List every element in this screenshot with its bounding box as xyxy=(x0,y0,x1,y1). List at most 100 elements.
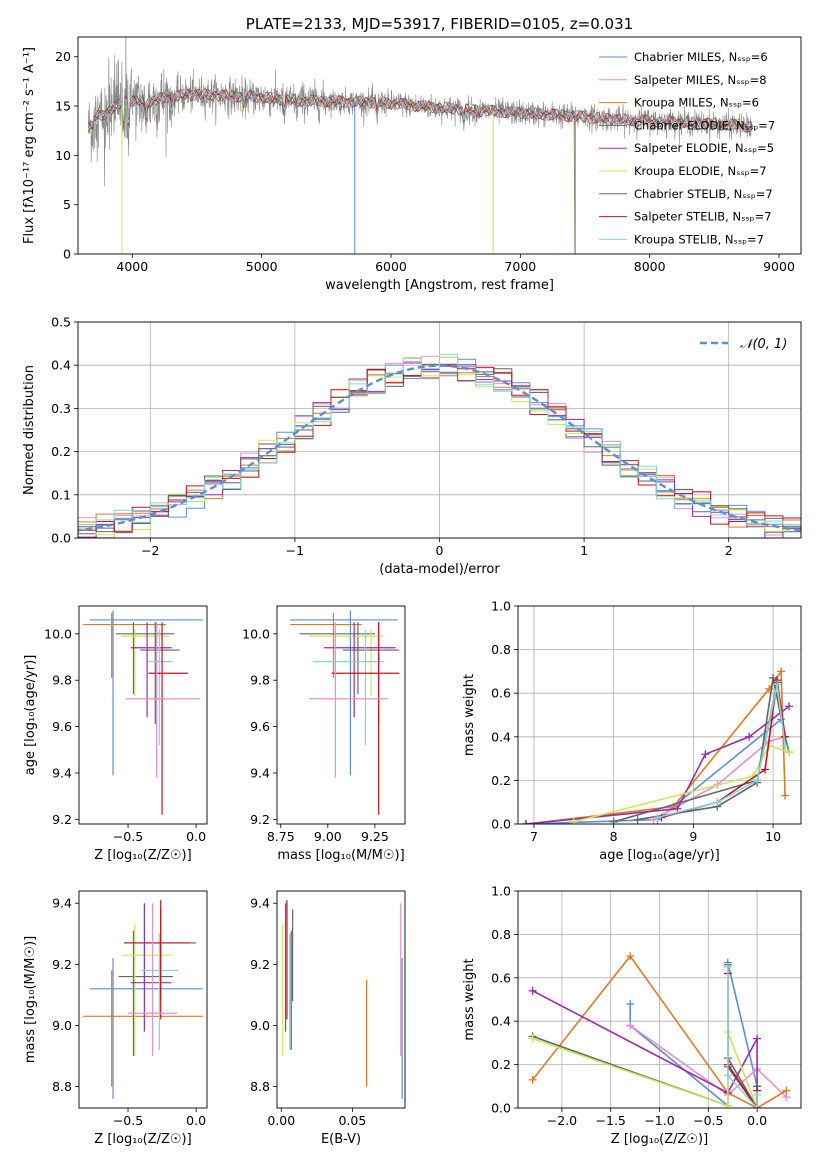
y-tick-label: 0.0 xyxy=(491,1101,511,1116)
mass-weight-point xyxy=(723,1071,732,1080)
age_vs_mass-axes: 8.75 9.00 9.25 9.2 9.4 9.6 9.8 10.0 mass [log₁₀(… xyxy=(242,605,406,863)
mass-weight-point xyxy=(626,1021,635,1030)
y-axis-label: Flux [fλ10⁻¹⁷ erg cm⁻² s⁻¹ A⁻¹] xyxy=(22,47,37,244)
mass-weight-point xyxy=(753,776,762,785)
y-tick-label: 0.5 xyxy=(51,315,71,330)
mass-weight-point xyxy=(745,732,754,741)
y-axis-label: Normed distribution xyxy=(22,365,37,495)
y-tick-label: 9.4 xyxy=(52,896,72,911)
axes-frame xyxy=(78,890,208,1109)
axes-frame xyxy=(77,321,802,539)
legend-label: 𝒩(0, 1) xyxy=(740,337,787,352)
mass-weight-point xyxy=(723,1101,732,1108)
y-tick-label: 0 xyxy=(63,247,71,262)
axes-frame xyxy=(77,36,802,255)
x-tick-label: 0.0 xyxy=(186,1113,206,1128)
y-tick-label: 15 xyxy=(55,99,71,114)
y-tick-label: 0.6 xyxy=(491,686,511,701)
y-tick-label: 9.0 xyxy=(52,1018,72,1033)
y-tick-label: 9.2 xyxy=(52,812,72,827)
residuals-legend: 𝒩(0, 1) xyxy=(700,337,787,352)
y-tick-label: 9.0 xyxy=(250,1018,270,1033)
legend-label: Kroupa ELODIE, Nₛₛₚ=7 xyxy=(634,164,767,178)
legend-label: Kroupa MILES, Nₛₛₚ=6 xyxy=(634,96,759,110)
x-tick-label: 0.0 xyxy=(747,1113,767,1128)
x-tick-label: 5000 xyxy=(246,259,278,274)
x-axis-label: Z [log₁₀(Z/Z☉)] xyxy=(611,1132,708,1147)
y-tick-label: 0.8 xyxy=(491,927,511,942)
axes-frame xyxy=(276,890,406,1109)
x-tick-label: 1 xyxy=(580,543,588,558)
mass-weight-point xyxy=(653,813,662,822)
mass-weight-point xyxy=(626,999,635,1008)
mass_weight_vs_Z-plot-area xyxy=(528,952,791,1108)
mass-weight-point xyxy=(753,1034,762,1043)
x-axis-label: wavelength [Angstrom, rest frame] xyxy=(325,278,554,293)
y-tick-label: 10.0 xyxy=(44,626,72,641)
normal-pdf-curve xyxy=(78,364,801,532)
legend-label: Salpeter MILES, Nₛₛₚ=8 xyxy=(634,73,767,87)
mass_vs_ebv-plot-area xyxy=(282,900,403,1099)
y-tick-label: 0.4 xyxy=(51,358,71,373)
mass-weight-point xyxy=(723,962,732,971)
mass-weight-point xyxy=(773,680,782,689)
y-tick-label: 9.2 xyxy=(250,812,270,827)
age_vs_mass-plot-area xyxy=(290,610,400,815)
residual-histogram-cyan xyxy=(78,353,801,529)
spectrum-legend: Chabrier MILES, Nₛₛₚ=6 Salpeter MILES, Nₛ… xyxy=(599,50,775,246)
y-tick-label: 10.0 xyxy=(242,626,270,641)
y-tick-label: 0.4 xyxy=(491,1014,511,1029)
legend-label: Chabrier STELIB, Nₛₛₚ=7 xyxy=(634,187,773,201)
y-tick-label: 0.0 xyxy=(51,531,71,546)
y-tick-label: 10 xyxy=(55,148,71,163)
mass-weight-line xyxy=(532,1031,758,1108)
y-tick-label: 9.4 xyxy=(250,896,270,911)
chart-title: PLATE=2133, MJD=53917, FIBERID=0105, z=0… xyxy=(246,15,633,33)
y-tick-label: 0.4 xyxy=(491,729,511,744)
x-tick-label: −1 xyxy=(286,543,304,558)
mass-weight-point xyxy=(777,667,786,676)
mass-weight-line xyxy=(525,705,790,824)
y-tick-label: 1.0 xyxy=(491,599,511,614)
legend-label: Chabrier MILES, Nₛₛₚ=6 xyxy=(634,50,768,64)
mass-weight-point xyxy=(753,1090,762,1099)
mass-weight-point xyxy=(521,820,530,824)
x-tick-label: 10 xyxy=(765,829,781,844)
y-tick-label: 20 xyxy=(55,49,71,64)
axes-frame xyxy=(517,890,802,1109)
x-tick-label: 8 xyxy=(610,829,618,844)
x-tick-label: 0.00 xyxy=(267,1113,295,1128)
y-tick-label: 9.2 xyxy=(52,957,72,972)
mass-weight-point xyxy=(673,804,682,813)
x-tick-label: 9.25 xyxy=(361,829,389,844)
mass-weight-point xyxy=(528,1075,537,1084)
mass-weight-point xyxy=(626,952,635,961)
x-tick-label: 7000 xyxy=(504,259,536,274)
y-tick-label: 9.8 xyxy=(250,673,270,688)
y-tick-label: 9.8 xyxy=(52,673,72,688)
x-tick-label: 7 xyxy=(530,829,538,844)
mass-weight-point xyxy=(609,817,618,824)
mass-weight-line xyxy=(532,1035,758,1108)
mass-weight-line xyxy=(532,990,758,1108)
y-tick-label: 0.2 xyxy=(491,1057,511,1072)
mass-weight-point xyxy=(753,1104,762,1108)
x-tick-label: −0.5 xyxy=(113,1113,143,1128)
mass-weight-line xyxy=(727,967,758,1108)
x-tick-label: 0.05 xyxy=(338,1113,366,1128)
mass-weight-point xyxy=(569,817,578,824)
legend-label: Salpeter STELIB, Nₛₛₚ=7 xyxy=(634,210,772,224)
y-tick-label: 9.6 xyxy=(52,719,72,734)
x-tick-label: 8.75 xyxy=(267,829,295,844)
y-tick-label: 5 xyxy=(63,197,71,212)
age_vs_Z-axes: −0.5 0.0 9.2 9.4 9.6 9.8 10.0 Z [log₁₀(Z/Z☉)] ag… xyxy=(23,605,208,863)
x-tick-label: −0.5 xyxy=(113,829,143,844)
y-tick-label: 8.8 xyxy=(250,1079,270,1094)
mass-weight-point xyxy=(528,986,537,995)
mass-weight-point xyxy=(528,1034,537,1043)
mass_weight_vs_Z-axes: −2.0 −1.5 −1.0 −0.5 0.0 0.0 0.2 0.4 0.6 0.8 1.0 Z [… xyxy=(462,884,802,1147)
mass-weight-point xyxy=(781,791,790,800)
x-tick-label: −0.5 xyxy=(693,1113,723,1128)
x-tick-label: 0 xyxy=(436,543,444,558)
